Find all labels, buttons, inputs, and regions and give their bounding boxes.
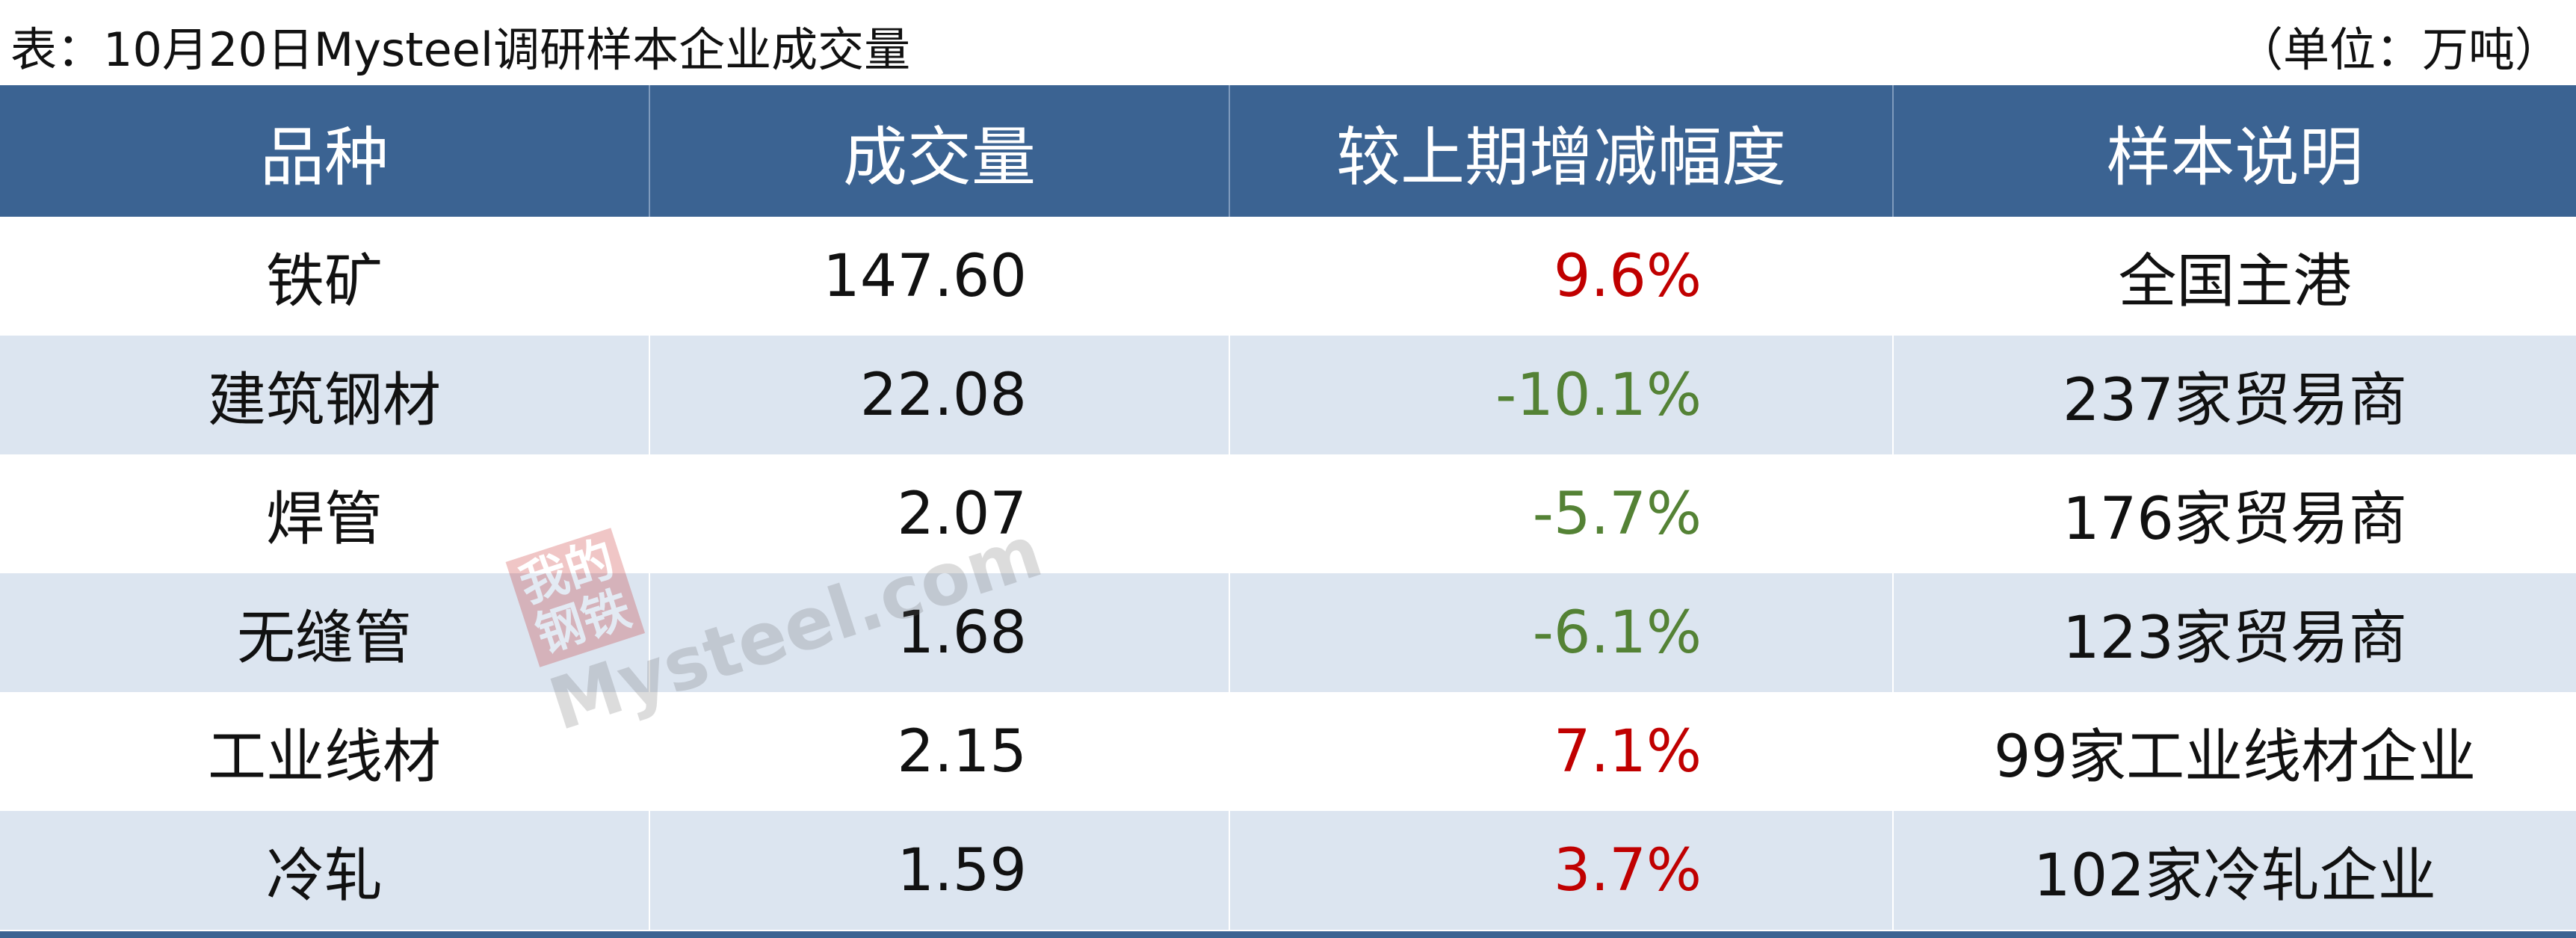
variety-cell: 建筑钢材 (207, 366, 441, 434)
header-cell: 品种 (260, 120, 389, 195)
volume-cell: 22.08 (649, 336, 1229, 454)
volume-cell: 2.07 (649, 454, 1229, 573)
variety-cell: 冷轧 (265, 842, 383, 910)
bottom-border (0, 931, 2576, 938)
volume-cell: 2.15 (649, 692, 1229, 811)
variety-cell: 焊管 (265, 485, 383, 553)
header-cell: 较上期增减幅度 (1229, 85, 1892, 217)
change-cell: 9.6% (1229, 217, 1892, 336)
variety-cell: 工业线材 (207, 723, 441, 791)
variety-cell: 无缝管 (236, 604, 412, 672)
change-cell: -6.1% (1229, 573, 1892, 692)
header-cell: 样本说明 (1892, 85, 2576, 217)
table-row: 无缝管 1.68 -6.1% 123家贸易商 (0, 573, 2576, 692)
table-row: 焊管 2.07 -5.7% 176家贸易商 (0, 454, 2576, 573)
sample-cell: 102家冷轧企业 (1892, 811, 2576, 930)
sample-cell: 123家贸易商 (1892, 573, 2576, 692)
variety-cell: 铁矿 (265, 247, 383, 315)
table-title: 表：10月20日Mysteel调研样本企业成交量 (10, 22, 911, 77)
header-row: 品种 成交量 较上期增减幅度 样本说明 (0, 85, 2576, 217)
volume-cell: 1.59 (649, 811, 1229, 930)
change-cell: -5.7% (1229, 454, 1892, 573)
sample-cell: 全国主港 (1892, 217, 2576, 336)
sample-cell: 176家贸易商 (1892, 454, 2576, 573)
volume-cell: 1.68 (649, 573, 1229, 692)
unit-note: （单位：万吨） (2236, 22, 2561, 77)
title-bar: 表：10月20日Mysteel调研样本企业成交量 （单位：万吨） (0, 0, 2576, 85)
sample-cell: 237家贸易商 (1892, 336, 2576, 454)
volume-cell: 147.60 (649, 217, 1229, 336)
table-row: 工业线材 2.15 7.1% 99家工业线材企业 (0, 692, 2576, 811)
change-cell: 3.7% (1229, 811, 1892, 930)
sample-cell: 99家工业线材企业 (1892, 692, 2576, 811)
change-cell: 7.1% (1229, 692, 1892, 811)
table-row: 冷轧 1.59 3.7% 102家冷轧企业 (0, 811, 2576, 930)
table: 品种 成交量 较上期增减幅度 样本说明铁矿 147.60 9.6% 全国主港建筑钢材 22.0… (0, 85, 2576, 938)
table-row: 铁矿 147.60 9.6% 全国主港 (0, 217, 2576, 336)
header-cell: 成交量 (649, 85, 1229, 217)
change-cell: -10.1% (1229, 336, 1892, 454)
table-row: 建筑钢材 22.08 -10.1% 237家贸易商 (0, 336, 2576, 454)
